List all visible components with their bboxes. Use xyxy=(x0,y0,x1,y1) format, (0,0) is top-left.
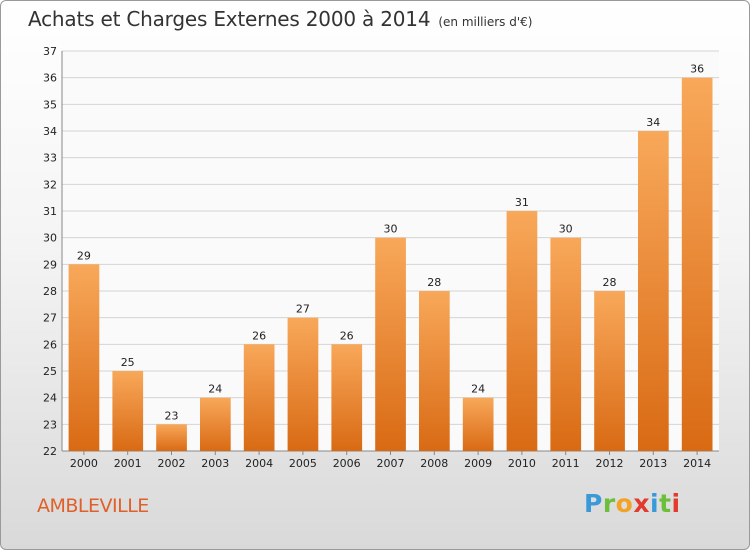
logo-letter: i xyxy=(671,489,681,518)
bar-value-label: 36 xyxy=(690,63,704,76)
y-tick-label: 34 xyxy=(43,125,57,138)
x-tick-label: 2003 xyxy=(201,457,229,470)
y-tick-label: 37 xyxy=(43,45,57,58)
bar-value-label: 26 xyxy=(252,329,266,342)
bar xyxy=(331,344,363,451)
bar xyxy=(594,291,625,451)
bar xyxy=(200,397,231,451)
y-tick-label: 27 xyxy=(43,312,57,325)
bar xyxy=(287,317,319,451)
bar xyxy=(506,211,538,451)
logo-letter: x xyxy=(633,489,650,518)
bar-value-label: 30 xyxy=(384,223,398,236)
x-tick-label: 2006 xyxy=(333,457,361,470)
bar xyxy=(156,424,187,451)
y-tick-label: 23 xyxy=(43,418,57,431)
y-tick-label: 28 xyxy=(43,285,57,298)
x-tick-label: 2007 xyxy=(377,457,405,470)
x-tick-label: 2002 xyxy=(158,457,186,470)
bar xyxy=(462,397,494,451)
x-tick-label: 2000 xyxy=(70,457,98,470)
x-tick-label: 2004 xyxy=(245,457,273,470)
logo-letter: i xyxy=(650,489,660,518)
y-tick-label: 29 xyxy=(43,258,57,271)
bar-value-label: 28 xyxy=(603,276,617,289)
logo-letter: r xyxy=(602,489,616,518)
bar xyxy=(243,344,275,451)
x-tick-label: 2013 xyxy=(639,457,667,470)
y-tick-label: 33 xyxy=(43,152,57,165)
y-tick-label: 36 xyxy=(43,72,57,85)
bar-value-label: 28 xyxy=(427,276,441,289)
x-tick-label: 2008 xyxy=(420,457,448,470)
bar-value-label: 25 xyxy=(121,356,135,369)
bar xyxy=(68,264,100,451)
x-tick-label: 2011 xyxy=(552,457,580,470)
x-tick-label: 2014 xyxy=(683,457,711,470)
y-tick-label: 26 xyxy=(43,338,57,351)
proxiti-logo[interactable]: Proxiti xyxy=(584,489,681,518)
bar xyxy=(681,77,713,451)
place-name: AMBLEVILLE xyxy=(37,495,149,517)
bar xyxy=(375,237,406,451)
chart-title: Achats et Charges Externes 2000 à 2014 xyxy=(28,7,431,31)
logo-letter: t xyxy=(659,489,672,518)
x-tick-label: 2012 xyxy=(596,457,624,470)
x-tick-label: 2009 xyxy=(464,457,492,470)
logo-letter: o xyxy=(615,489,634,518)
bar-value-label: 29 xyxy=(77,249,91,262)
x-tick-label: 2001 xyxy=(114,457,142,470)
y-tick-label: 35 xyxy=(43,98,57,111)
bar-value-label: 34 xyxy=(646,116,660,129)
y-tick-label: 31 xyxy=(43,205,57,218)
y-tick-label: 22 xyxy=(43,445,57,458)
x-tick-label: 2010 xyxy=(508,457,536,470)
bar-value-label: 24 xyxy=(208,383,222,396)
bar-value-label: 23 xyxy=(165,409,179,422)
y-tick-label: 32 xyxy=(43,178,57,191)
bar-value-label: 31 xyxy=(515,196,529,209)
logo-letter: P xyxy=(584,489,603,518)
y-tick-label: 25 xyxy=(43,365,57,378)
x-tick-label: 2005 xyxy=(289,457,317,470)
bar xyxy=(112,371,144,451)
title-row: Achats et Charges Externes 2000 à 2014 (e… xyxy=(28,7,532,31)
bar-value-label: 27 xyxy=(296,303,310,316)
bar xyxy=(638,131,669,451)
bar xyxy=(550,237,582,451)
bar xyxy=(419,291,450,451)
bar-value-label: 30 xyxy=(559,223,573,236)
chart-unit: (en milliers d'€) xyxy=(438,15,533,29)
y-tick-label: 30 xyxy=(43,232,57,245)
y-tick-label: 24 xyxy=(43,392,57,405)
bar-value-label: 26 xyxy=(340,329,354,342)
bar-value-label: 24 xyxy=(471,383,485,396)
